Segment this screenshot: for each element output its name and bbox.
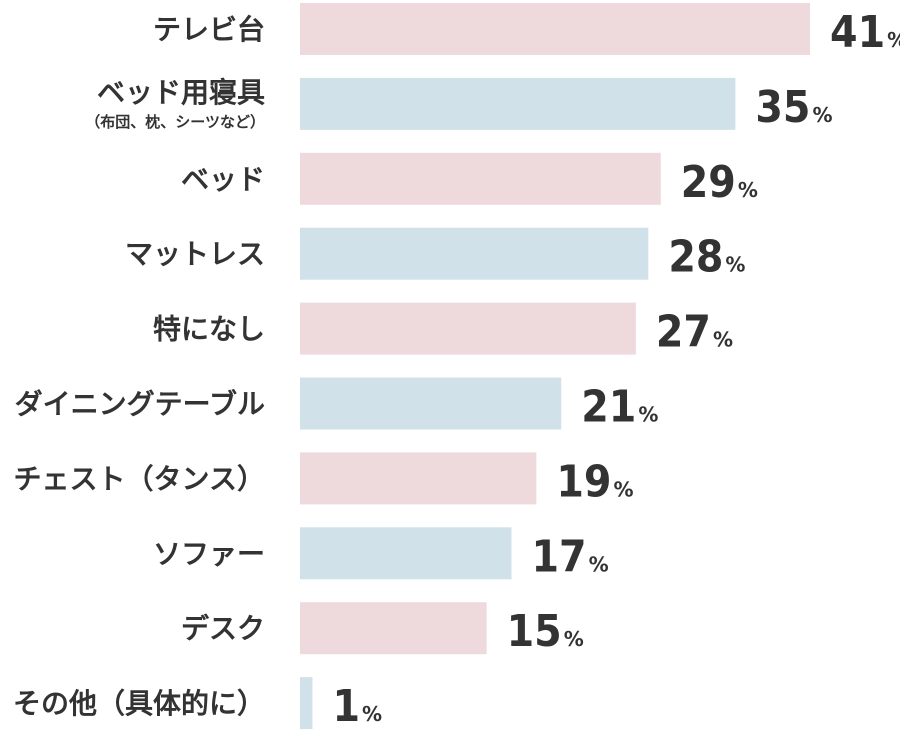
value-number: 21 — [581, 382, 636, 433]
category-label: ソファー — [153, 537, 265, 570]
value-number: 19 — [556, 456, 611, 507]
value-number: 29 — [681, 157, 736, 208]
bar — [300, 527, 512, 580]
value-unit: % — [638, 403, 658, 427]
value-unit: % — [713, 328, 733, 352]
value-number: 1 — [332, 681, 360, 732]
value-number: 35 — [755, 82, 810, 133]
category-sublabel: （布団、枕、シーツなど） — [85, 113, 265, 131]
value-unit: % — [362, 702, 382, 726]
category-label: ダイニングテーブル — [15, 388, 265, 421]
value-unit: % — [725, 253, 745, 277]
bar — [300, 152, 661, 205]
value-unit: % — [589, 552, 609, 576]
bar — [300, 227, 649, 280]
value-number: 41 — [830, 7, 885, 58]
value-number: 27 — [656, 307, 711, 358]
category-label: ベッド用寝具 — [97, 76, 265, 109]
value-number: 15 — [507, 606, 562, 657]
bar — [300, 677, 313, 730]
category-label: テレビ台 — [153, 13, 265, 46]
category-label: デスク — [181, 612, 265, 645]
value-unit: % — [738, 178, 758, 202]
value-label: 21% — [581, 382, 658, 433]
category-label: その他（具体的に） — [13, 687, 265, 720]
value-label: 35% — [755, 82, 832, 133]
value-unit: % — [812, 103, 832, 127]
category-label: マットレス — [125, 238, 265, 271]
bar — [300, 602, 487, 655]
bar — [300, 302, 636, 355]
category-label: チェスト（タンス） — [14, 462, 265, 495]
bar — [300, 377, 562, 430]
value-label: 29% — [681, 157, 758, 208]
value-label: 1% — [332, 681, 382, 732]
bar — [300, 452, 537, 505]
category-label: 特になし — [153, 313, 265, 346]
bar — [300, 3, 811, 55]
value-label: 28% — [668, 232, 745, 283]
value-unit: % — [887, 28, 900, 52]
value-label: 41% — [830, 7, 900, 58]
value-unit: % — [613, 477, 633, 501]
category-label: ベッド — [181, 163, 265, 196]
value-unit: % — [564, 627, 584, 651]
value-number: 28 — [668, 232, 723, 283]
value-label: 15% — [507, 606, 584, 657]
value-number: 17 — [531, 531, 586, 582]
value-label: 27% — [656, 307, 733, 358]
value-label: 17% — [531, 531, 608, 582]
bar — [300, 77, 736, 130]
value-label: 19% — [556, 456, 633, 507]
